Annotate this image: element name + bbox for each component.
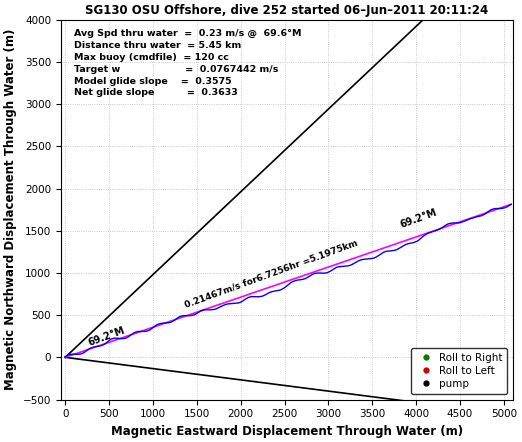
Title: SG130 OSU Offshore, dive 252 started 06–Jun–2011 20:11:24: SG130 OSU Offshore, dive 252 started 06–…	[85, 4, 489, 17]
Y-axis label: Magnetic Northward Displacement Through Water (m): Magnetic Northward Displacement Through …	[4, 29, 17, 390]
X-axis label: Magnetic Eastward Displacement Through Water (m): Magnetic Eastward Displacement Through W…	[111, 425, 463, 438]
Text: 69.2°M: 69.2°M	[87, 326, 127, 348]
Legend: Roll to Right, Roll to Left, pump: Roll to Right, Roll to Left, pump	[411, 348, 507, 394]
Text: 69.2°M: 69.2°M	[399, 208, 438, 230]
Text: 0.21467m/s for6.7256hr =5.1975km: 0.21467m/s for6.7256hr =5.1975km	[184, 238, 359, 309]
Text: Avg Spd thru water  =  0.23 m/s @  69.6°M
Distance thru water  = 5.45 km
Max buo: Avg Spd thru water = 0.23 m/s @ 69.6°M D…	[74, 29, 302, 97]
